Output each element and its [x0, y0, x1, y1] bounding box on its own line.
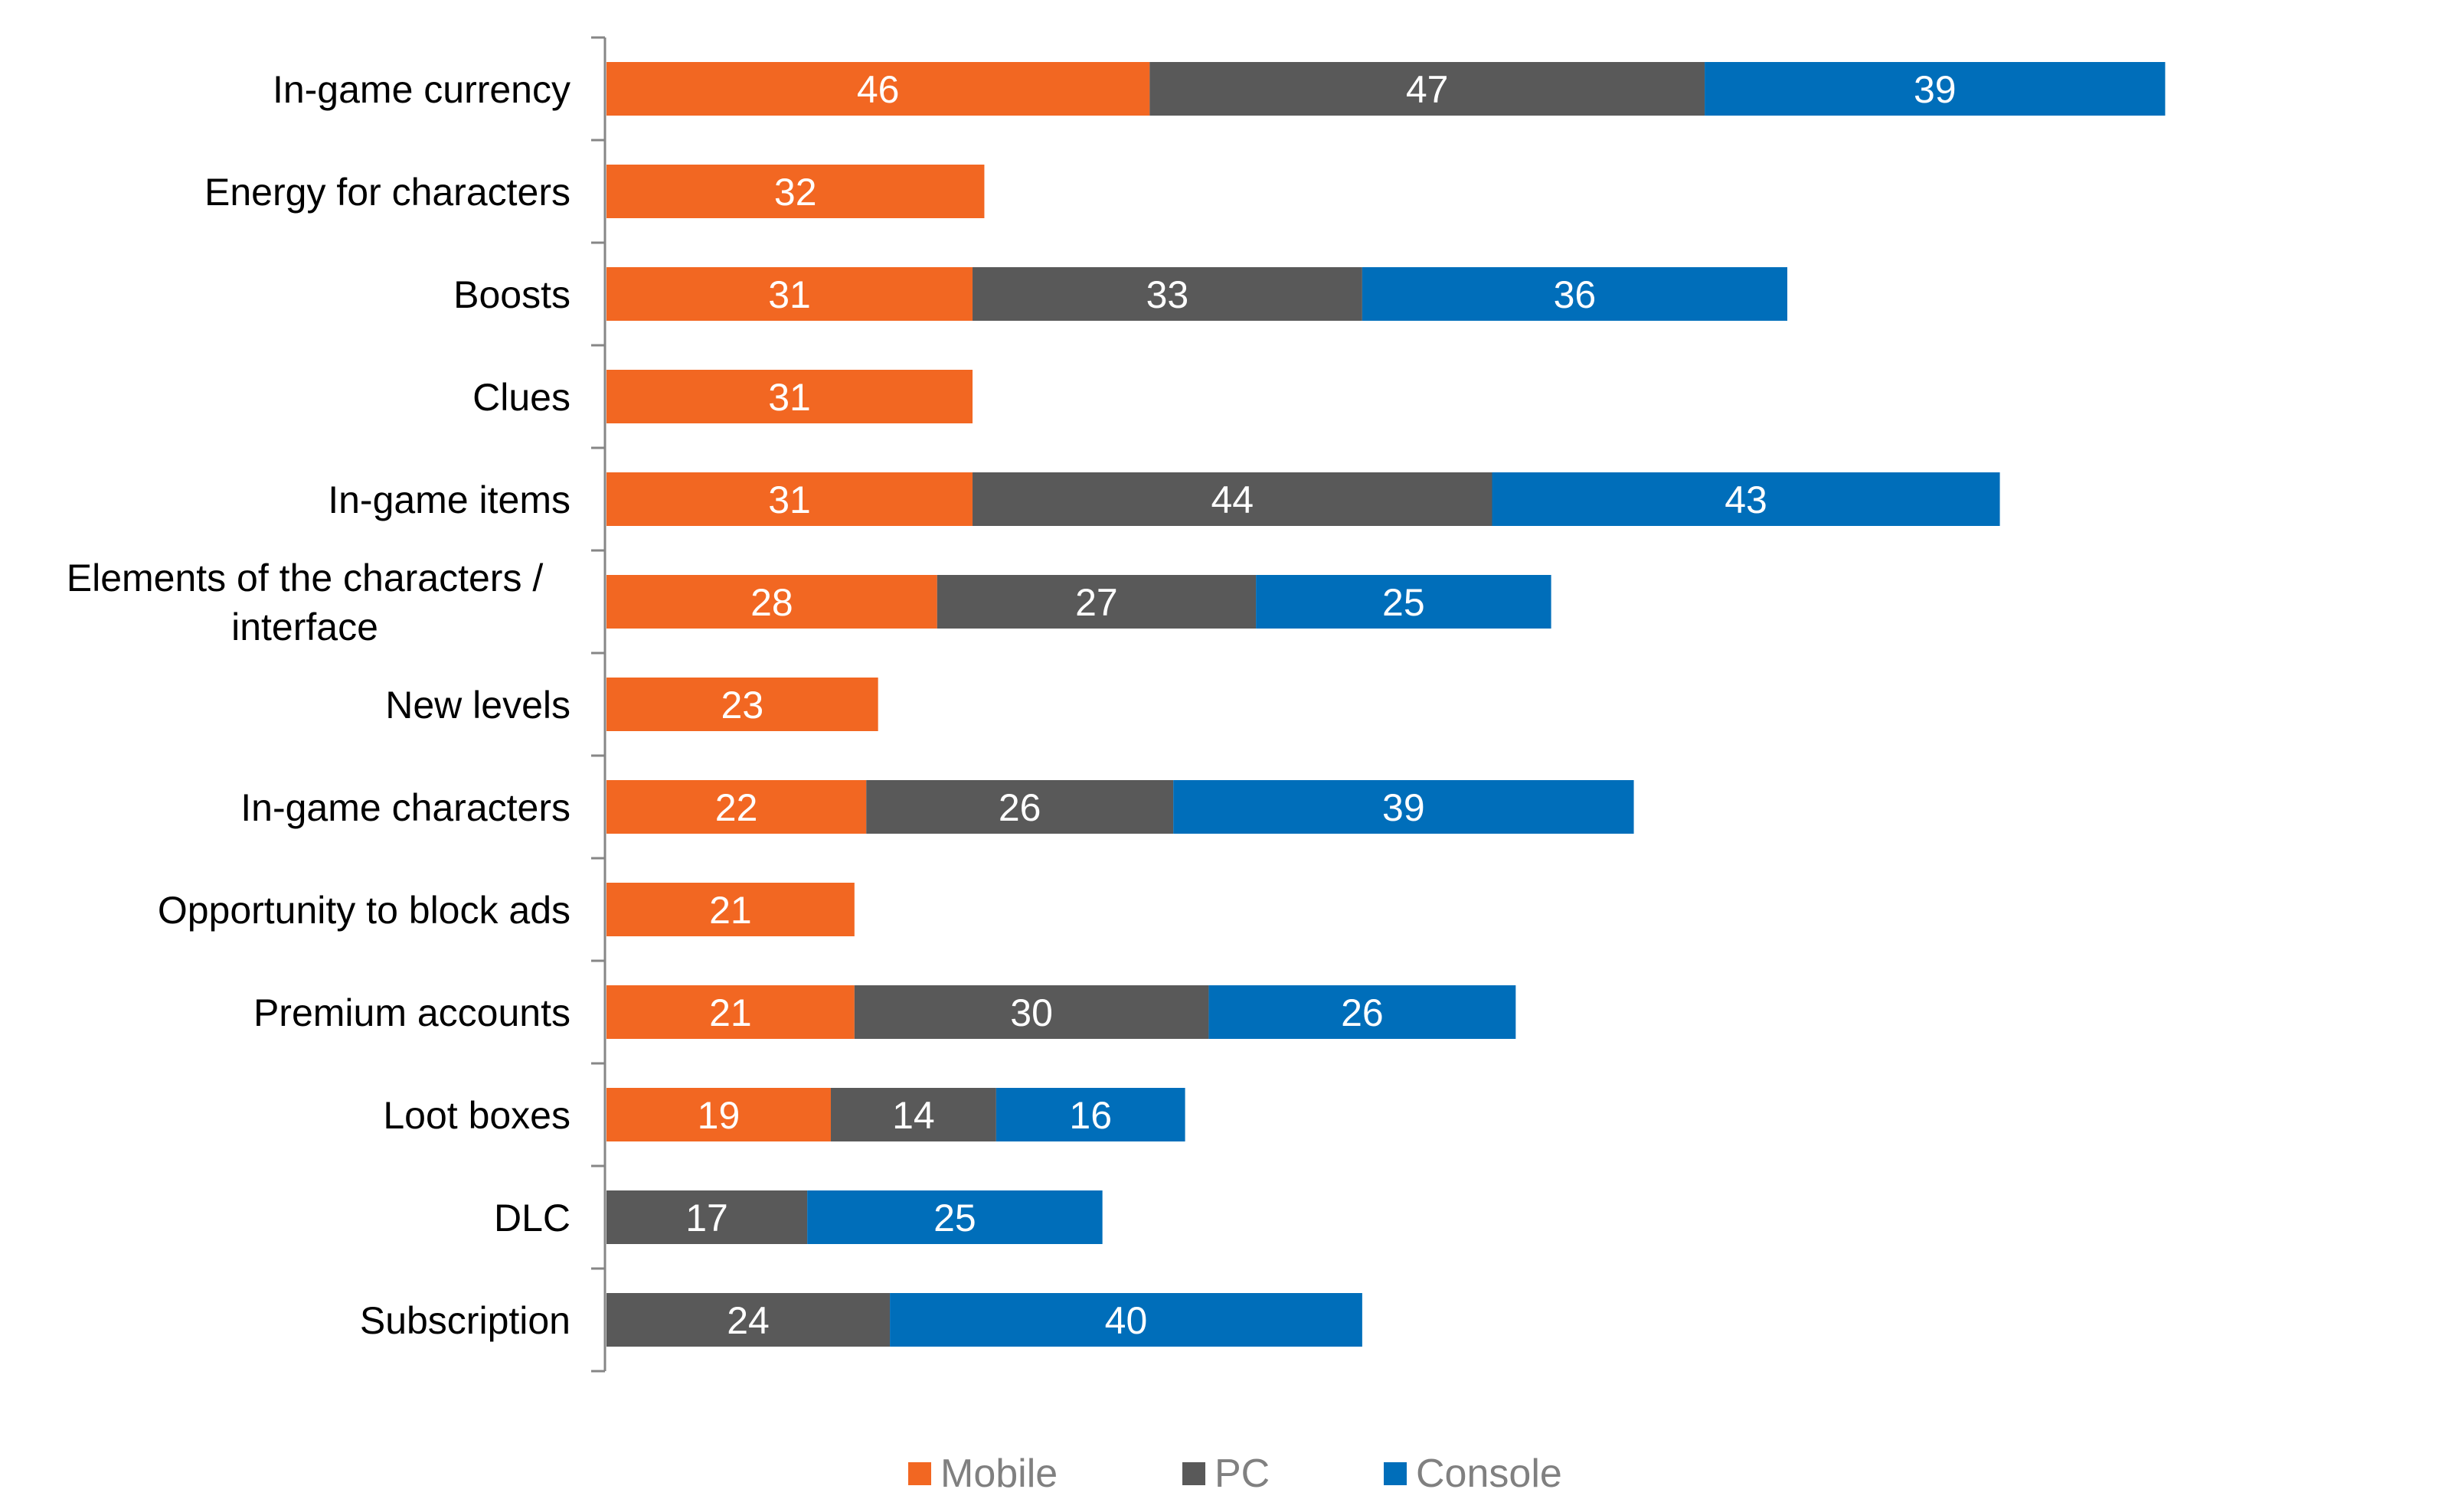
bar-mobile-clues — [606, 370, 973, 423]
legend-label-console: Console — [1416, 1452, 1562, 1496]
category-label-in-game-characters: In-game characters — [240, 786, 570, 829]
legend-swatch-pc — [1182, 1462, 1205, 1485]
bar-pc-in-game-currency — [1149, 62, 1705, 116]
data-label-mobile-in-game-currency: 46 — [857, 68, 900, 111]
data-label-console-in-game-items: 43 — [1725, 478, 1767, 521]
bar-mobile-in-game-characters — [606, 780, 867, 834]
bar-mobile-in-game-items — [606, 472, 973, 526]
bar-mobile-premium-accounts — [606, 985, 855, 1039]
legend-item-console: Console — [1384, 1447, 1562, 1501]
data-label-mobile-clues: 31 — [768, 376, 811, 419]
data-label-console-in-game-characters: 39 — [1382, 786, 1425, 829]
legend-swatch-mobile — [908, 1462, 931, 1485]
data-label-console-premium-accounts: 26 — [1341, 991, 1384, 1034]
data-label-console-subscription: 40 — [1105, 1299, 1148, 1342]
bar-pc-loot-boxes — [830, 1088, 996, 1141]
bar-mobile-energy-for-characters — [606, 165, 985, 218]
bar-console-subscription — [890, 1293, 1362, 1347]
category-labels: In-game currency Energy for characters Boo… — [67, 68, 570, 1342]
data-label-mobile-elements-of-the-characters-interface: 28 — [750, 581, 793, 624]
bar-pc-elements-of-the-characters-interface — [937, 575, 1257, 629]
category-label-clues: Clues — [472, 376, 570, 419]
bar-console-premium-accounts — [1208, 985, 1516, 1039]
legend-item-mobile: Mobile — [908, 1447, 1058, 1501]
data-label-console-in-game-currency: 39 — [1914, 68, 1957, 111]
data-label-pc-in-game-currency: 47 — [1406, 68, 1449, 111]
category-label-in-game-currency: In-game currency — [273, 68, 570, 111]
bar-mobile-loot-boxes — [606, 1088, 831, 1141]
bar-console-dlc — [807, 1190, 1103, 1244]
bar-mobile-new-levels — [606, 678, 878, 731]
data-label-mobile-boosts: 31 — [768, 273, 811, 316]
data-label-mobile-in-game-characters: 22 — [715, 786, 758, 829]
data-label-mobile-opportunity-to-block-ads: 21 — [709, 889, 752, 932]
bar-pc-subscription — [606, 1293, 891, 1347]
category-label-in-game-items: In-game items — [328, 478, 570, 521]
data-label-pc-dlc: 17 — [685, 1197, 728, 1239]
legend-label-pc: PC — [1215, 1452, 1270, 1496]
category-label-loot-boxes: Loot boxes — [383, 1094, 570, 1137]
bar-console-in-game-items — [1492, 472, 2000, 526]
bar-mobile-boosts — [606, 267, 973, 321]
bar-pc-dlc — [606, 1190, 808, 1244]
legend-label-mobile: Mobile — [940, 1452, 1058, 1496]
data-label-pc-loot-boxes: 14 — [892, 1094, 935, 1137]
data-label-mobile-energy-for-characters: 32 — [774, 171, 817, 214]
data-label-console-boosts: 36 — [1554, 273, 1597, 316]
bar-mobile-in-game-currency — [606, 62, 1150, 116]
category-label-energy-for-characters: Energy for characters — [204, 171, 570, 214]
bar-console-in-game-characters — [1173, 780, 1634, 834]
y-axis — [591, 36, 606, 1373]
category-label-subscription: Subscription — [360, 1299, 570, 1342]
legend-item-pc: PC — [1182, 1447, 1270, 1501]
data-label-console-dlc: 25 — [933, 1197, 976, 1239]
data-label-mobile-new-levels: 23 — [721, 684, 764, 727]
data-label-console-loot-boxes: 16 — [1069, 1094, 1112, 1137]
bar-pc-in-game-characters — [866, 780, 1174, 834]
data-label-pc-in-game-items: 44 — [1211, 478, 1254, 521]
category-label-opportunity-to-block-ads: Opportunity to block ads — [158, 889, 570, 932]
data-label-mobile-premium-accounts: 21 — [709, 991, 752, 1034]
bar-pc-in-game-items — [973, 472, 1492, 526]
bar-mobile-elements-of-the-characters-interface — [606, 575, 937, 629]
data-label-pc-elements-of-the-characters-interface: 27 — [1075, 581, 1118, 624]
bar-mobile-opportunity-to-block-ads — [606, 883, 855, 936]
bars-group: 46 47 39 32 31 33 36 31 31 44 43 28 27 25 23 22 26 39 21 21… — [606, 62, 2166, 1347]
bar-pc-premium-accounts — [854, 985, 1209, 1039]
bar-pc-boosts — [973, 267, 1362, 321]
category-label-dlc: DLC — [494, 1197, 570, 1239]
bar-console-in-game-currency — [1705, 62, 2166, 116]
data-label-pc-subscription: 24 — [727, 1299, 770, 1342]
category-label-premium-accounts: Premium accounts — [253, 991, 570, 1034]
bar-console-boosts — [1362, 267, 1787, 321]
data-label-pc-premium-accounts: 30 — [1010, 991, 1053, 1034]
legend-swatch-console — [1384, 1462, 1407, 1485]
data-label-pc-in-game-characters: 26 — [999, 786, 1041, 829]
data-label-pc-boosts: 33 — [1146, 273, 1189, 316]
data-label-mobile-loot-boxes: 19 — [698, 1094, 741, 1137]
data-label-mobile-in-game-items: 31 — [768, 478, 811, 521]
category-label-boosts: Boosts — [453, 273, 570, 316]
legend: Mobile PC Console — [0, 1447, 2452, 1501]
data-label-console-elements-of-the-characters-interface: 25 — [1382, 581, 1425, 624]
category-label-elements-of-the-characters-interface: Elements of the characters / interface — [67, 557, 544, 648]
category-label-new-levels: New levels — [385, 684, 570, 727]
bar-console-loot-boxes — [996, 1088, 1185, 1141]
bar-console-elements-of-the-characters-interface — [1256, 575, 1551, 629]
